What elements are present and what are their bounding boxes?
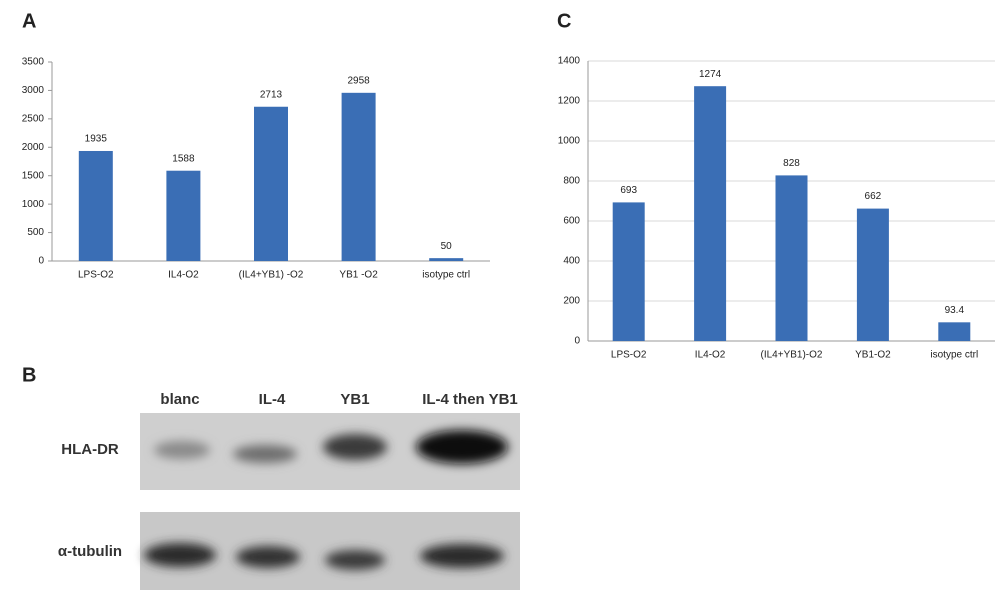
bar — [341, 92, 376, 261]
y-tick-label: 2500 — [22, 113, 45, 124]
y-tick-label: 1000 — [22, 199, 45, 210]
x-tick-label: LPS-O2 — [611, 350, 647, 361]
data-label: 828 — [783, 158, 800, 169]
data-label: 93.4 — [945, 305, 965, 316]
bar — [775, 175, 808, 341]
x-tick-label: (IL4+YB1)-O2 — [761, 350, 823, 361]
y-tick-label: 0 — [574, 336, 580, 347]
lane-label: IL-4 — [259, 391, 286, 408]
bar — [938, 322, 971, 341]
y-tick-label: 1000 — [558, 136, 581, 147]
x-tick-label: YB1-O2 — [855, 350, 891, 361]
y-tick-label: 1500 — [22, 170, 45, 181]
bar — [166, 170, 201, 261]
panel-label: C — [557, 10, 571, 32]
bar — [612, 202, 645, 341]
data-label: 662 — [865, 191, 882, 202]
y-tick-label: 800 — [563, 176, 580, 187]
x-tick-label: IL4-O2 — [168, 270, 199, 281]
data-label: 693 — [620, 185, 637, 196]
y-tick-label: 1400 — [558, 56, 581, 67]
bar — [694, 86, 727, 341]
y-tick-label: 1200 — [558, 96, 581, 107]
x-tick-label: (IL4+YB1) -O2 — [239, 270, 304, 281]
x-tick-label: LPS-O2 — [78, 270, 114, 281]
panel-label: A — [22, 10, 36, 32]
y-tick-label: 3000 — [22, 85, 45, 96]
panel-label: B — [22, 364, 36, 386]
lane-label: blanc — [160, 391, 199, 408]
lane-label: IL-4 then YB1 — [422, 391, 518, 408]
data-label: 2958 — [347, 75, 370, 86]
data-label: 1935 — [85, 134, 108, 145]
data-label: 1588 — [172, 153, 195, 164]
data-label: 50 — [441, 241, 453, 252]
data-label: 1274 — [699, 69, 722, 80]
lane-label: YB1 — [340, 391, 369, 408]
y-tick-label: 500 — [27, 227, 44, 238]
y-tick-label: 2000 — [22, 142, 45, 153]
data-label: 2713 — [260, 89, 283, 100]
bar — [78, 150, 113, 261]
x-tick-label: isotype ctrl — [422, 270, 470, 281]
y-tick-label: 400 — [563, 256, 580, 267]
bar — [254, 106, 288, 261]
bar — [429, 258, 464, 261]
blot-bands — [144, 430, 508, 570]
y-tick-label: 200 — [563, 296, 580, 307]
row-label: HLA-DR — [61, 441, 119, 458]
y-tick-label: 600 — [563, 216, 580, 227]
x-tick-label: isotype ctrl — [930, 350, 978, 361]
x-tick-label: YB1 -O2 — [339, 270, 378, 281]
y-tick-label: 3500 — [22, 57, 45, 68]
bar — [856, 208, 889, 341]
y-tick-label: 0 — [38, 256, 44, 267]
row-label: α-tubulin — [58, 543, 122, 560]
x-tick-label: IL4-O2 — [695, 350, 726, 361]
